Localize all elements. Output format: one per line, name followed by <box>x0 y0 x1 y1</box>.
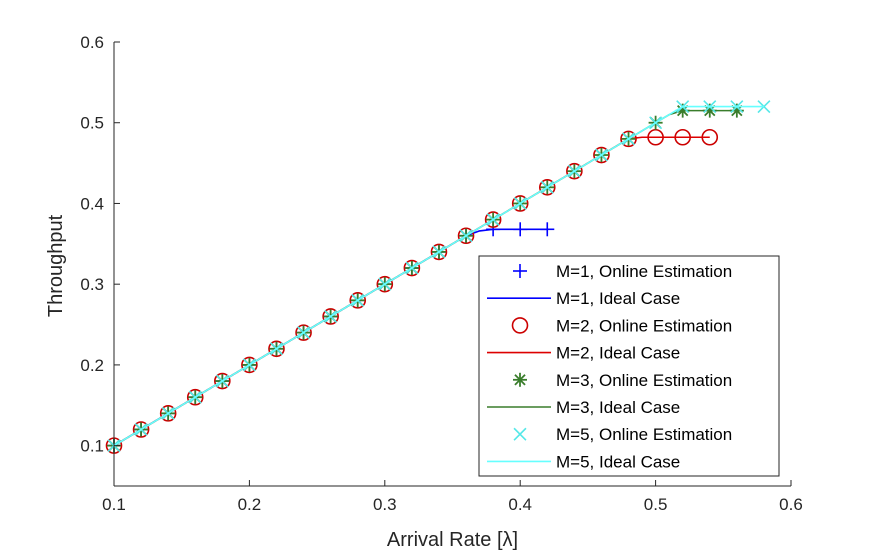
x-tick-label: 0.4 <box>508 495 532 514</box>
data-point <box>511 195 529 212</box>
data-point <box>484 211 502 228</box>
data-point <box>268 340 285 358</box>
x-tick-label: 0.6 <box>779 495 803 514</box>
data-point <box>159 405 177 422</box>
y-tick-label: 0.1 <box>80 437 104 456</box>
data-point <box>538 179 556 196</box>
series-3 <box>105 128 719 454</box>
x-axis-label: Arrival Rate [λ] <box>387 529 518 551</box>
series-8 <box>113 105 764 447</box>
y-axis: 0.1 0.2 0.3 0.4 0.5 0.6 <box>80 33 120 486</box>
legend-label: M=2, Online Estimation <box>556 316 732 335</box>
y-tick-label: 0.5 <box>80 114 104 133</box>
legend-entry: M=5, Online Estimation <box>513 425 732 444</box>
y-tick-label: 0.2 <box>80 356 104 375</box>
legend-label: M=3, Ideal Case <box>556 398 680 417</box>
legend-entry: M=2, Online Estimation <box>511 316 732 335</box>
legend-entry: M=3, Online Estimation <box>513 371 732 390</box>
data-point <box>132 421 150 438</box>
legend-box <box>478 255 780 477</box>
legend-label: M=2, Ideal Case <box>556 344 680 363</box>
legend-label: M=5, Ideal Case <box>556 452 680 471</box>
legend-label: M=1, Online Estimation <box>556 262 732 281</box>
data-point <box>566 162 583 180</box>
y-tick-label: 0.6 <box>80 33 104 52</box>
legend-label: M=1, Ideal Case <box>556 289 680 308</box>
y-axis-label: Throughput <box>45 214 67 317</box>
legend-label: M=3, Online Estimation <box>556 371 732 390</box>
data-point <box>376 275 394 293</box>
data-point <box>214 372 231 390</box>
y-tick-label: 0.3 <box>80 275 104 294</box>
x-tick-label: 0.2 <box>238 495 262 514</box>
data-point <box>295 324 312 341</box>
data-point <box>349 292 367 309</box>
legend-entry: M=5, Ideal Case <box>487 452 680 471</box>
legend-entry: M=1, Online Estimation <box>513 262 732 281</box>
series-line <box>113 105 764 447</box>
data-point <box>186 388 204 406</box>
legend-marker-swatch <box>513 427 527 441</box>
legend-marker-swatch <box>513 264 527 278</box>
x-tick-label: 0.5 <box>644 495 668 514</box>
data-point <box>593 146 610 164</box>
x-tick-label: 0.3 <box>373 495 397 514</box>
data-point <box>403 259 421 277</box>
legend-marker-swatch <box>513 372 527 387</box>
legend-entry: M=2, Ideal Case <box>487 344 680 363</box>
data-point <box>457 227 475 245</box>
data-point <box>620 130 637 148</box>
x-axis: 0.1 0.2 0.3 0.4 0.5 0.6 <box>102 480 803 514</box>
y-tick-label: 0.4 <box>80 194 104 213</box>
legend-label: M=5, Online Estimation <box>556 425 732 444</box>
x-tick-label: 0.1 <box>102 495 126 514</box>
legend-entry: M=3, Ideal Case <box>487 398 680 417</box>
data-point <box>430 243 448 261</box>
plot-area <box>105 100 771 454</box>
legend: M=1, Online Estimation M=1, Ideal Case M=2… <box>478 255 780 477</box>
legend-marker-swatch <box>511 317 529 334</box>
legend-entry: M=1, Ideal Case <box>487 289 680 308</box>
data-point <box>322 308 339 325</box>
data-point <box>241 356 258 374</box>
